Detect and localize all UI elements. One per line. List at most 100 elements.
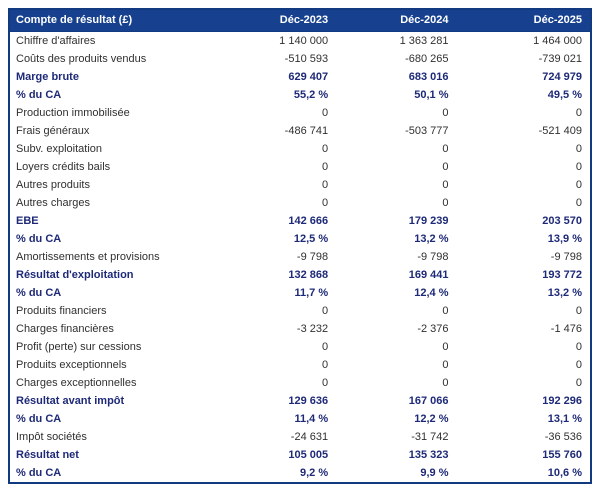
row-value: 629 407 [207, 68, 337, 86]
row-label: Charges financières [9, 320, 208, 338]
row-value: -680 265 [336, 50, 457, 68]
row-value: 167 066 [336, 392, 457, 410]
row-value: -510 593 [207, 50, 337, 68]
row-value: 142 666 [207, 212, 337, 230]
row-value: 0 [456, 374, 591, 392]
row-value: 12,2 % [336, 410, 457, 428]
row-value: 179 239 [336, 212, 457, 230]
row-value: 11,7 % [207, 284, 337, 302]
row-value: 0 [336, 176, 457, 194]
row-label: % du CA [9, 284, 208, 302]
row-label: % du CA [9, 410, 208, 428]
table-row: Subv. exploitation 0 0 0 [9, 140, 591, 158]
table-row: % du CA 12,5 % 13,2 % 13,9 % [9, 230, 591, 248]
row-value: 12,5 % [207, 230, 337, 248]
row-value: 0 [456, 302, 591, 320]
row-label: Produits exceptionnels [9, 356, 208, 374]
row-value: 0 [207, 140, 337, 158]
row-value: 0 [456, 356, 591, 374]
table-row: Autres produits 0 0 0 [9, 176, 591, 194]
row-value: 169 441 [336, 266, 457, 284]
row-value: 203 570 [456, 212, 591, 230]
table-row: Résultat avant impôt 129 636 167 066 192 29… [9, 392, 591, 410]
row-value: 0 [456, 140, 591, 158]
row-value: 105 005 [207, 446, 337, 464]
row-value: 0 [456, 338, 591, 356]
row-value: -24 631 [207, 428, 337, 446]
row-label: % du CA [9, 464, 208, 483]
row-value: 1 464 000 [456, 31, 591, 50]
table-row: Chiffre d'affaires 1 140 000 1 363 281 1 46… [9, 31, 591, 50]
row-label: EBE [9, 212, 208, 230]
row-value: -503 777 [336, 122, 457, 140]
row-value: 12,4 % [336, 284, 457, 302]
table-row: Marge brute 629 407 683 016 724 979 [9, 68, 591, 86]
row-value: 0 [336, 374, 457, 392]
row-value: 0 [336, 140, 457, 158]
row-value: 0 [336, 104, 457, 122]
row-value: -486 741 [207, 122, 337, 140]
row-value: 0 [456, 176, 591, 194]
row-label: Profit (perte) sur cessions [9, 338, 208, 356]
column-header-dec-2023: Déc-2023 [207, 9, 337, 32]
row-label: Charges exceptionnelles [9, 374, 208, 392]
table-row: % du CA 9,2 % 9,9 % 10,6 % [9, 464, 591, 483]
row-label: Impôt sociétés [9, 428, 208, 446]
row-value: -9 798 [336, 248, 457, 266]
row-value: -31 742 [336, 428, 457, 446]
row-value: 0 [336, 356, 457, 374]
table-row: Production immobilisée 0 0 0 [9, 104, 591, 122]
row-value: 13,1 % [456, 410, 591, 428]
row-value: 129 636 [207, 392, 337, 410]
row-value: 0 [336, 338, 457, 356]
row-value: -9 798 [207, 248, 337, 266]
row-label: Résultat avant impôt [9, 392, 208, 410]
table-row: Profit (perte) sur cessions 0 0 0 [9, 338, 591, 356]
row-value: 135 323 [336, 446, 457, 464]
table-row: Coûts des produits vendus -510 593 -680 26… [9, 50, 591, 68]
row-label: Résultat d'exploitation [9, 266, 208, 284]
row-value: 50,1 % [336, 86, 457, 104]
table-row: % du CA 11,7 % 12,4 % 13,2 % [9, 284, 591, 302]
row-value: 0 [207, 374, 337, 392]
table-body: Chiffre d'affaires 1 140 000 1 363 281 1 46… [9, 31, 591, 483]
table-row: Amortissements et provisions -9 798 -9 798… [9, 248, 591, 266]
table-row: Autres charges 0 0 0 [9, 194, 591, 212]
row-value: 683 016 [336, 68, 457, 86]
row-value: 0 [456, 158, 591, 176]
row-value: 0 [207, 104, 337, 122]
table-row: Résultat net 105 005 135 323 155 760 [9, 446, 591, 464]
table-row: % du CA 55,2 % 50,1 % 49,5 % [9, 86, 591, 104]
column-header-dec-2024: Déc-2024 [336, 9, 457, 32]
table-row: Impôt sociétés -24 631 -31 742 -36 536 [9, 428, 591, 446]
column-header-dec-2025: Déc-2025 [456, 9, 591, 32]
income-statement-table: Compte de résultat (£) Déc-2023 Déc-2024… [8, 8, 592, 484]
row-value: 0 [456, 104, 591, 122]
row-label: Subv. exploitation [9, 140, 208, 158]
row-label: Autres charges [9, 194, 208, 212]
row-value: 0 [207, 338, 337, 356]
row-label: Résultat net [9, 446, 208, 464]
row-value: -1 476 [456, 320, 591, 338]
row-value: 0 [456, 194, 591, 212]
row-value: 55,2 % [207, 86, 337, 104]
row-value: 0 [207, 176, 337, 194]
table-row: Produits exceptionnels 0 0 0 [9, 356, 591, 374]
row-value: 0 [336, 302, 457, 320]
row-label: % du CA [9, 230, 208, 248]
row-value: 132 868 [207, 266, 337, 284]
row-value: 9,9 % [336, 464, 457, 483]
table-row: Charges exceptionnelles 0 0 0 [9, 374, 591, 392]
row-value: -3 232 [207, 320, 337, 338]
row-value: 9,2 % [207, 464, 337, 483]
row-value: 155 760 [456, 446, 591, 464]
row-value: 724 979 [456, 68, 591, 86]
row-label: Production immobilisée [9, 104, 208, 122]
table-row: Résultat d'exploitation 132 868 169 441 193… [9, 266, 591, 284]
row-label: Frais généraux [9, 122, 208, 140]
row-label: Coûts des produits vendus [9, 50, 208, 68]
row-value: 193 772 [456, 266, 591, 284]
row-label: Amortissements et provisions [9, 248, 208, 266]
row-label: % du CA [9, 86, 208, 104]
row-value: 0 [207, 158, 337, 176]
